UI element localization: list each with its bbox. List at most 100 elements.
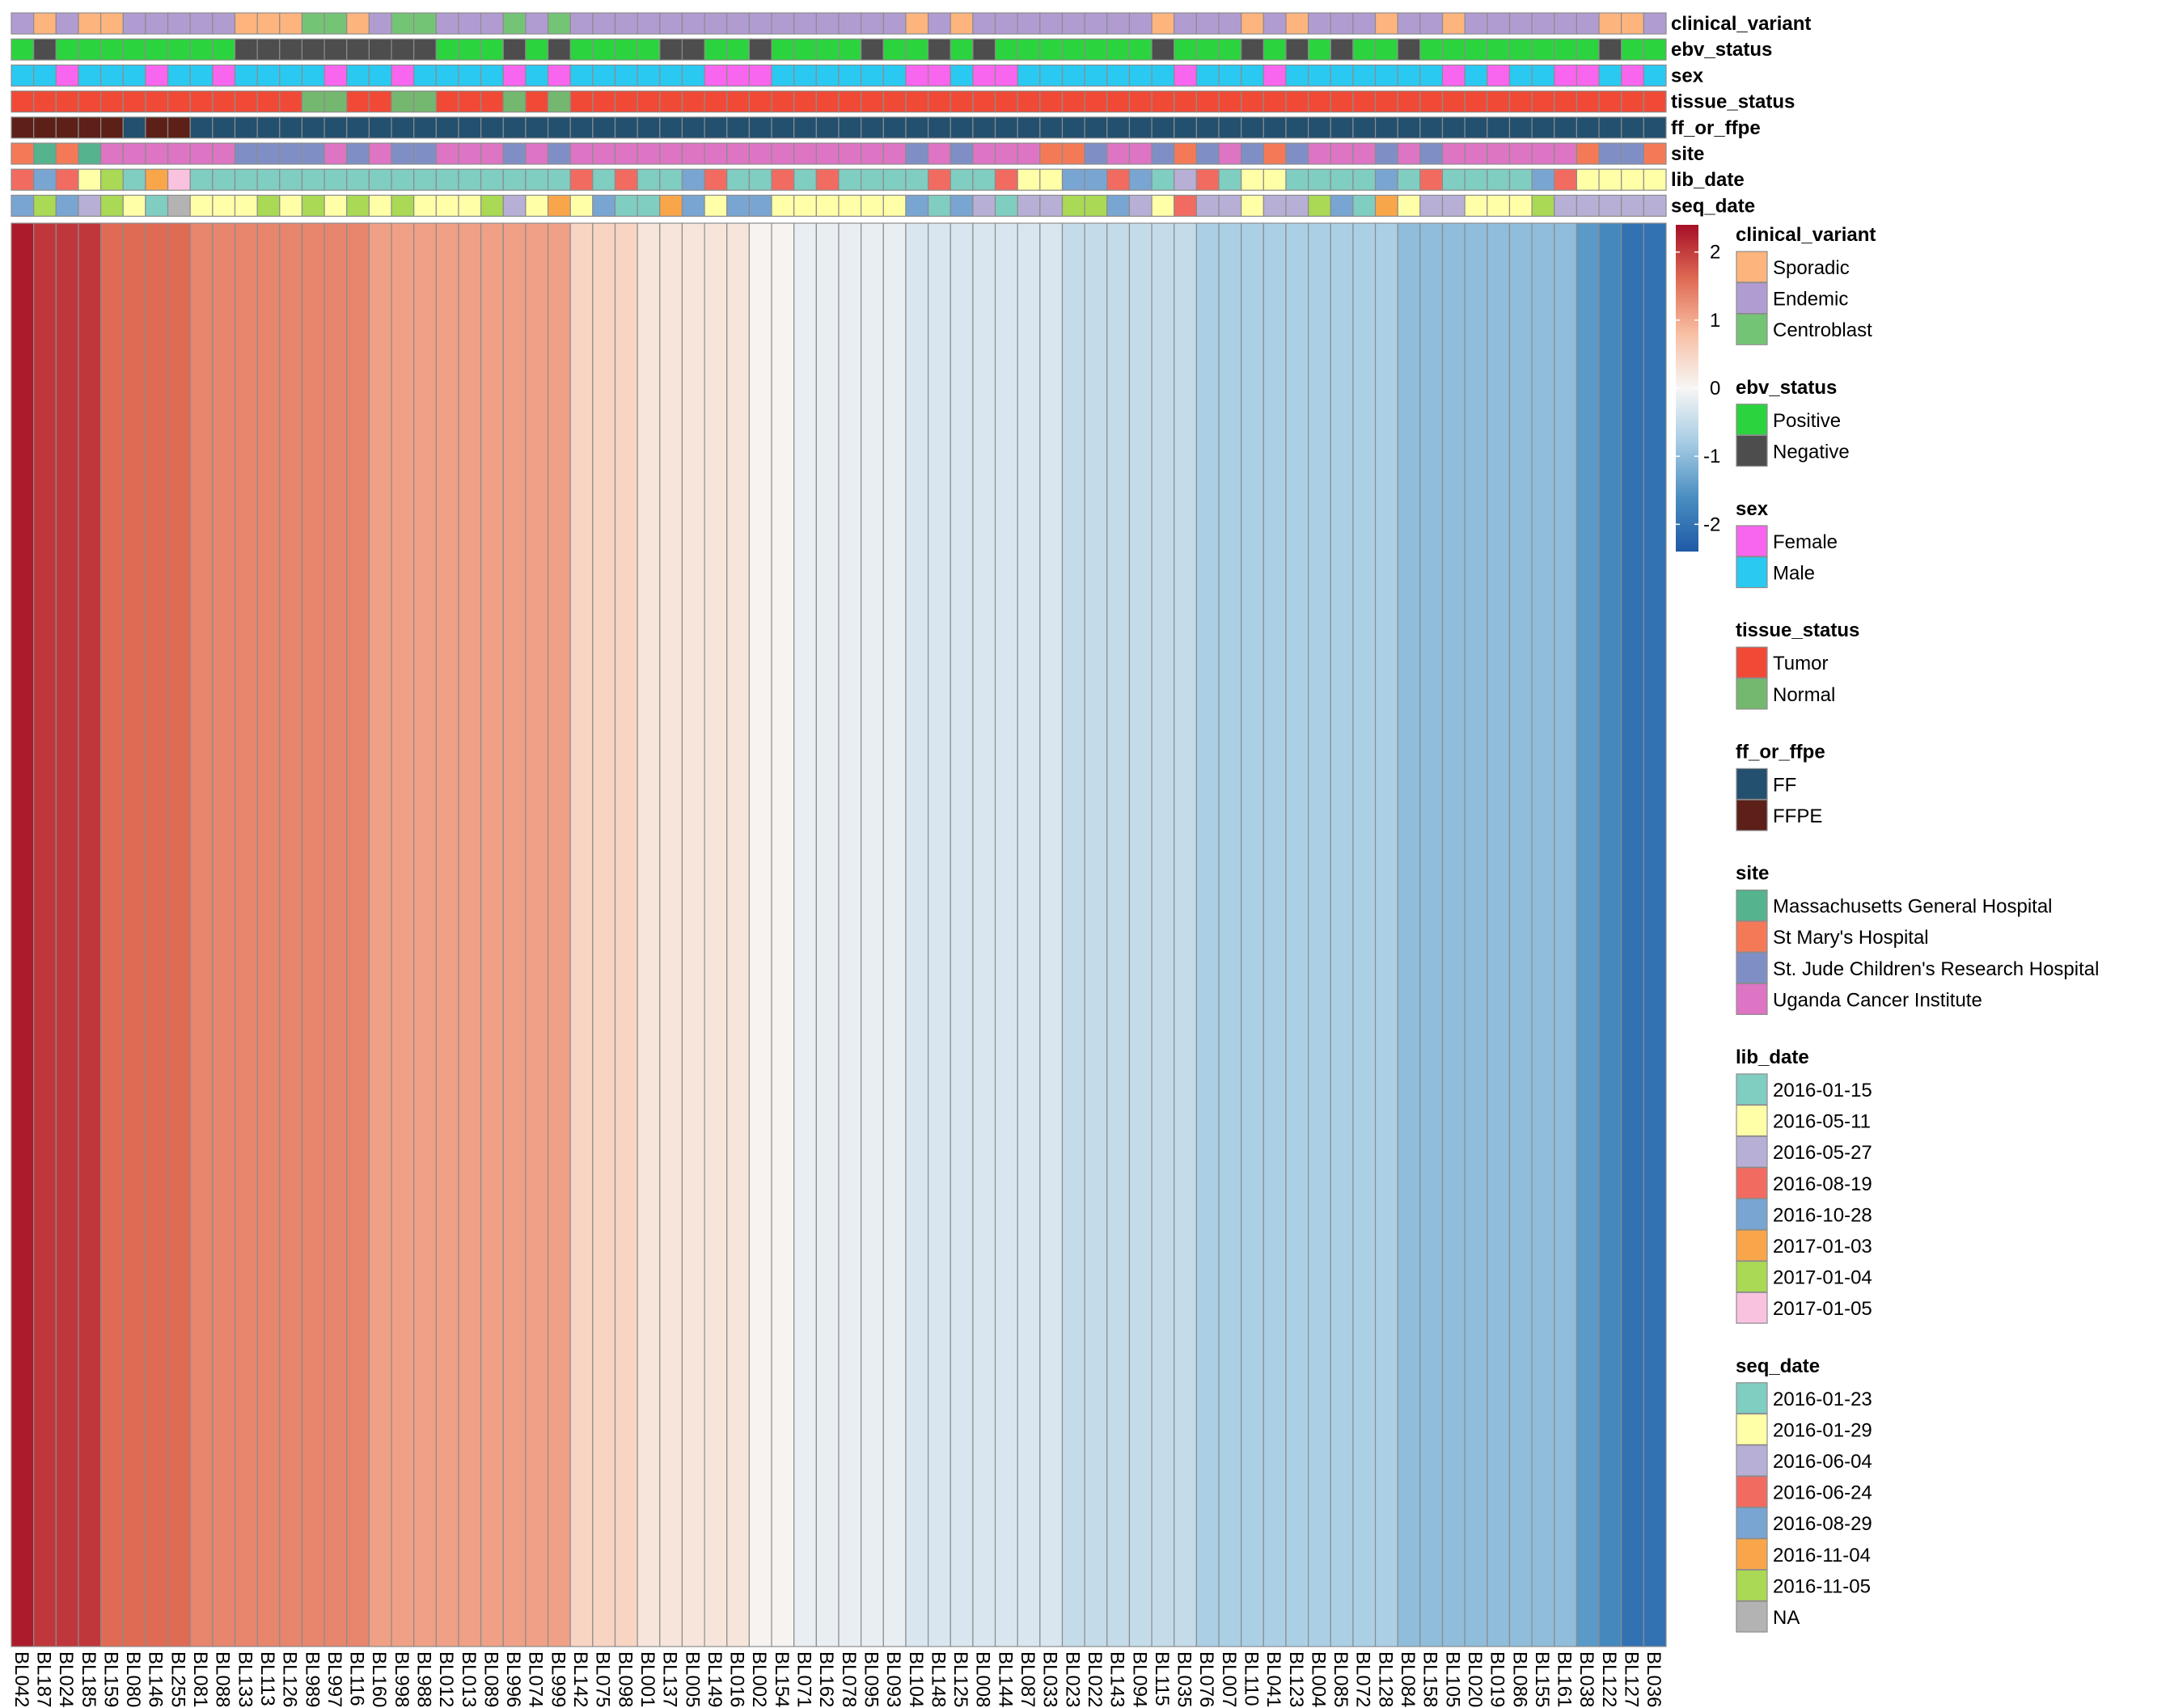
annotation-cell: [1151, 116, 1175, 139]
annotation-cell: [1061, 168, 1085, 191]
annotation-cell: [234, 168, 258, 191]
annotation-cell: [301, 194, 325, 217]
annotation-cell: [882, 12, 907, 35]
annotation-cell: [882, 38, 907, 61]
annotation-cell: [1487, 12, 1511, 35]
annotation-cell: [1554, 64, 1578, 87]
annotation-cell: [256, 142, 281, 165]
legend-item-label: 2016-01-29: [1773, 1419, 1872, 1441]
annotation-cell: [659, 116, 683, 139]
sample-label: BL093: [882, 1651, 904, 1707]
annotation-cell: [33, 142, 57, 165]
annotation-cell: [324, 116, 348, 139]
annotation-cell: [413, 38, 437, 61]
annotation-cell: [1084, 12, 1108, 35]
annotation-cell: [78, 90, 102, 113]
annotation-cell: [1508, 194, 1533, 217]
legend-swatch: [1736, 556, 1768, 589]
annotation-track-label: lib_date: [1671, 169, 1745, 191]
annotation-cell: [771, 168, 795, 191]
annotation-cell: [525, 116, 549, 139]
annotation-cell: [972, 90, 996, 113]
annotation-cell: [1487, 64, 1511, 87]
annotation-cell: [1061, 90, 1085, 113]
annotation-cell: [994, 64, 1018, 87]
sample-label: BL036: [1643, 1651, 1664, 1707]
sample-label: BL123: [1285, 1651, 1307, 1707]
sample-label: BL160: [368, 1651, 390, 1707]
annotation-cell: [458, 38, 482, 61]
annotation-cell: [1598, 168, 1622, 191]
annotation-cell: [1397, 90, 1421, 113]
legend-swatch: [1736, 282, 1768, 315]
heatmap-cell: [301, 222, 325, 1647]
annotation-cell: [1285, 142, 1309, 165]
heatmap-cell: [458, 222, 482, 1647]
annotation-cell: [1554, 168, 1578, 191]
annotation-cell: [950, 90, 974, 113]
annotation-cell: [11, 116, 35, 139]
annotation-cell: [368, 64, 392, 87]
annotation-cell: [726, 12, 751, 35]
annotation-cell: [659, 194, 683, 217]
annotation-cell: [413, 116, 437, 139]
annotation-cell: [346, 90, 370, 113]
annotation-cell: [592, 142, 616, 165]
sample-label: BL113: [256, 1651, 278, 1706]
annotation-cell: [256, 12, 281, 35]
annotation-cell: [1106, 38, 1131, 61]
sample-label: BL142: [569, 1651, 591, 1707]
legend-item-label: Centroblast: [1773, 319, 1872, 341]
annotation-cell: [167, 194, 191, 217]
annotation-cell: [1263, 38, 1287, 61]
sample-label: BL116: [346, 1651, 368, 1706]
annotation-cell: [1643, 38, 1667, 61]
legend-swatch: [1736, 404, 1768, 436]
annotation-cell: [1621, 168, 1644, 191]
annotation-cell: [592, 38, 616, 61]
legend-item-label: 2016-05-11: [1773, 1111, 1871, 1133]
annotation-cell: [547, 168, 571, 191]
annotation-cell: [1508, 38, 1533, 61]
annotation-cell: [1419, 194, 1444, 217]
annotation-cell: [458, 194, 482, 217]
annotation-cell: [368, 90, 392, 113]
annotation-cell: [838, 116, 862, 139]
sample-label: BL078: [838, 1651, 860, 1707]
annotation-cell: [122, 194, 146, 217]
annotation-cell: [815, 90, 840, 113]
annotation-cell: [1576, 194, 1600, 217]
annotation-cell: [189, 38, 214, 61]
annotation-cell: [55, 142, 79, 165]
annotation-cell: [1531, 194, 1555, 217]
legend-item-label: 2017-01-03: [1773, 1236, 1872, 1258]
annotation-cell: [1598, 90, 1622, 113]
annotation-cell: [78, 116, 102, 139]
heatmap-cell: [1308, 222, 1331, 1647]
annotation-cell: [189, 12, 214, 35]
annotation-cell: [1263, 194, 1287, 217]
annotation-cell: [861, 116, 884, 139]
annotation-cell: [592, 64, 616, 87]
annotation-cell: [1017, 142, 1041, 165]
annotation-cell: [324, 142, 348, 165]
annotation-cell: [1017, 168, 1041, 191]
annotation-cell: [1374, 168, 1398, 191]
annotation-cell: [659, 64, 683, 87]
annotation-cell: [569, 12, 594, 35]
annotation-cell: [771, 194, 795, 217]
annotation-cell: [950, 116, 974, 139]
annotation-cell: [1330, 142, 1354, 165]
annotation-cell: [815, 168, 840, 191]
annotation-cell: [547, 90, 571, 113]
annotation-cell: [1151, 90, 1175, 113]
annotation-cell: [212, 90, 236, 113]
annotation-track-ff_or_ffpe: [11, 116, 1667, 139]
sample-label: BL133: [234, 1651, 256, 1707]
annotation-cell: [950, 142, 974, 165]
annotation-cell: [748, 90, 772, 113]
annotation-cell: [1352, 116, 1377, 139]
annotation-cell: [547, 64, 571, 87]
annotation-cell: [815, 116, 840, 139]
annotation-cell: [1084, 64, 1108, 87]
